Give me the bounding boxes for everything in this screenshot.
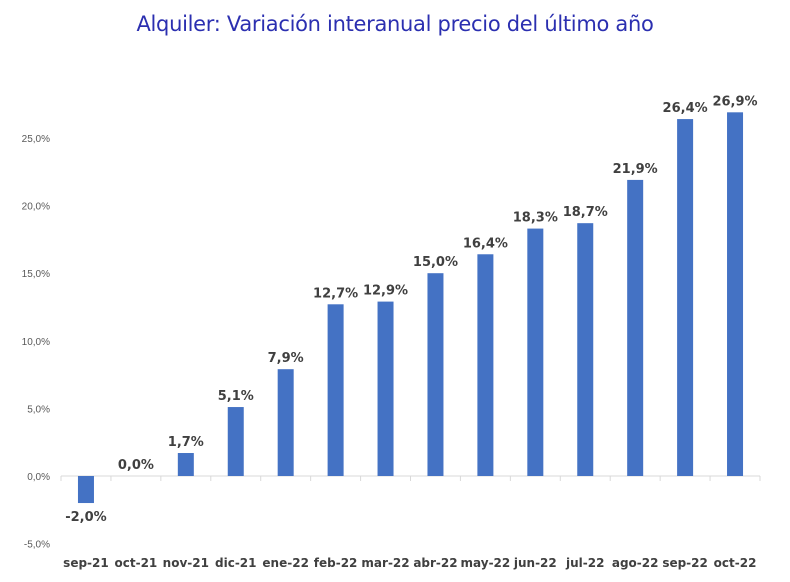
bar — [177, 453, 194, 476]
bar — [327, 304, 344, 476]
x-tick-label: ene-22 — [262, 556, 309, 570]
x-tick-label: sep-22 — [662, 556, 708, 570]
bar — [227, 407, 244, 476]
bar — [627, 179, 644, 477]
bar — [277, 369, 294, 476]
bar — [727, 112, 744, 476]
data-label: 12,9% — [363, 284, 408, 299]
data-label: 18,7% — [563, 205, 608, 220]
x-tick-label: ago-22 — [612, 556, 659, 570]
x-tick-label: jul-22 — [565, 556, 604, 570]
bar — [377, 301, 394, 476]
data-label: 0,0% — [118, 458, 154, 473]
x-tick-label: feb-22 — [314, 556, 358, 570]
y-tick-label: 25,0% — [22, 134, 50, 145]
y-tick-label: 0,0% — [27, 472, 50, 483]
x-tick-label: oct-22 — [714, 556, 757, 570]
data-label: 5,1% — [218, 389, 254, 404]
y-tick-label: -5,0% — [24, 540, 50, 551]
x-tick-label: oct-21 — [115, 556, 158, 570]
data-label: 15,0% — [413, 255, 458, 270]
bar — [77, 476, 94, 504]
data-label: 12,7% — [313, 286, 358, 301]
data-label: 18,3% — [513, 211, 558, 226]
y-tick-label: 5,0% — [27, 404, 50, 415]
x-tick-label: mar-22 — [361, 556, 409, 570]
y-tick-label: 20,0% — [22, 202, 50, 213]
data-label: 1,7% — [168, 435, 204, 450]
x-tick-label: abr-22 — [413, 556, 457, 570]
x-tick-label: may-22 — [461, 556, 511, 570]
x-tick-label: sep-21 — [63, 556, 109, 570]
bar — [577, 223, 594, 476]
chart-title: Alquiler: Variación interanual precio de… — [136, 12, 654, 36]
x-tick-label: dic-21 — [215, 556, 257, 570]
x-tick-label: nov-21 — [163, 556, 209, 570]
bar — [427, 273, 444, 476]
bar — [477, 254, 494, 476]
data-label: 21,9% — [613, 162, 658, 177]
bar — [527, 228, 544, 476]
data-label: 16,4% — [463, 236, 508, 251]
data-label: 26,4% — [663, 101, 708, 116]
y-tick-label: 15,0% — [22, 269, 50, 280]
data-label: 7,9% — [268, 351, 304, 366]
x-tick-label: jun-22 — [513, 556, 557, 570]
y-tick-label: 10,0% — [22, 337, 50, 348]
data-label: 26,9% — [712, 94, 757, 109]
data-label: -2,0% — [65, 510, 106, 525]
bar — [677, 119, 694, 477]
